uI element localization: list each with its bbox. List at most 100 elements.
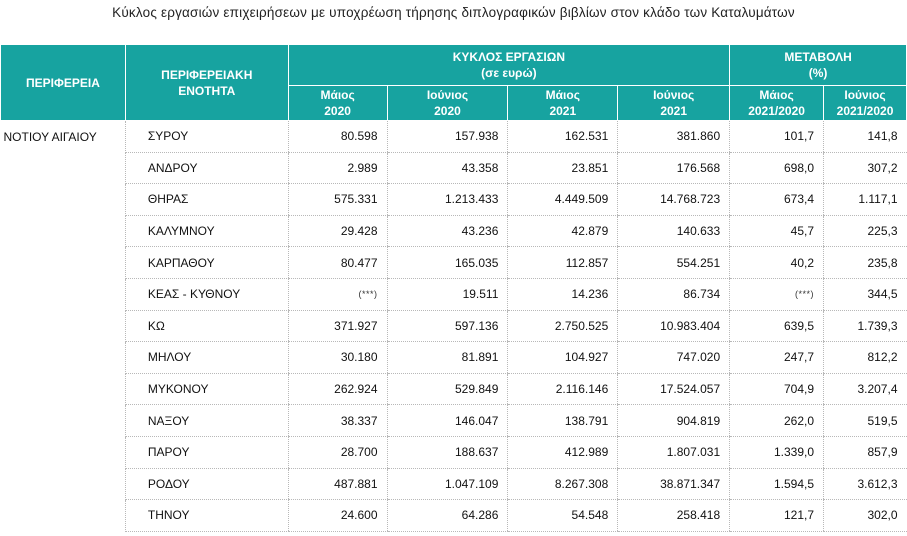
value-cell: 857,9: [823, 436, 907, 469]
table-row: ΚΑΡΠΑΘΟΥ 80.477 165.035 112.857 554.251 40,2 2…: [1, 246, 907, 279]
unit-cell: ΚΑΛΥΜΝΟΥ: [124, 215, 289, 248]
region-cell: [1, 278, 126, 310]
value-cell: 2.750.525: [507, 310, 618, 343]
value-cell: 38.337: [287, 404, 388, 437]
value-cell: 225,3: [823, 215, 907, 248]
value-cell: 639,5: [729, 310, 824, 343]
table-row: ΤΗΝΟΥ 24.600 64.286 54.548 258.418 121,7 302,0: [1, 499, 907, 532]
value-cell: 302,0: [823, 499, 907, 532]
subheader-month: Ιούνιος: [844, 88, 886, 102]
table-row: ΡΟΔΟΥ 487.881 1.047.109 8.267.308 38.871.347…: [1, 468, 907, 501]
unit-cell: ΚΩ: [124, 310, 289, 343]
subheader-june-2020: Ιούνιος 2020: [386, 85, 509, 121]
unit-cell: ΘΗΡΑΣ: [124, 183, 289, 216]
unit-cell: ΣΥΡΟΥ: [124, 120, 289, 153]
value-cell: 529.849: [386, 373, 508, 406]
value-cell: 64.286: [386, 499, 508, 532]
value-cell: 1.339,0: [729, 436, 824, 469]
value-cell: 904.819: [617, 404, 730, 437]
table-body: ΝΟΤΙΟΥ ΑΙΓΑΙΟΥ ΣΥΡΟΥ 80.598 157.938 162.531 3…: [1, 120, 907, 532]
table-row: ΚΑΛΥΜΝΟΥ 29.428 43.236 42.879 140.633 45,7 225…: [1, 215, 907, 248]
table-row: ΜΗΛΟΥ 30.180 81.891 104.927 747.020 247,7 812,…: [1, 341, 907, 374]
value-cell: 38.871.347: [617, 468, 730, 501]
value-cell: 1.594,5: [729, 468, 824, 501]
value-cell: 86.734: [617, 278, 730, 311]
header-change-line2: (%): [808, 66, 828, 80]
region-cell: [1, 373, 126, 405]
value-cell: 121,7: [729, 499, 824, 532]
subheader-year: 2021: [549, 104, 577, 118]
value-cell: 519,5: [823, 404, 907, 437]
table-row: ΠΑΡΟΥ 28.700 188.637 412.989 1.807.031 1.339,…: [1, 436, 907, 469]
value-cell: 262,0: [729, 404, 824, 437]
turnover-table: ΠΕΡΙΦΕΡΕΙΑ ΠΕΡΙΦΕΡΕΙΑΚΗ ΕΝΟΤΗΤΑ ΚΥΚΛΟΣ Ε…: [0, 44, 907, 532]
value-cell: 371.927: [287, 310, 388, 343]
value-cell: 42.879: [507, 215, 618, 248]
subheader-may-change: Μάιος 2021/2020: [729, 85, 825, 121]
region-cell: [1, 215, 126, 247]
value-cell: 146.047: [386, 404, 508, 437]
value-cell: 140.633: [617, 215, 730, 248]
subheader-month: Μάιος: [545, 88, 580, 102]
subheader-year: 2021/2020: [836, 104, 894, 118]
value-cell: 4.449.509: [507, 183, 618, 216]
region-cell: [1, 247, 126, 279]
value-cell: 8.267.308: [507, 468, 618, 501]
unit-cell: ΚΑΡΠΑΘΟΥ: [124, 246, 289, 279]
value-cell: 704,9: [729, 373, 824, 406]
subheader-may-2020: Μάιος 2020: [287, 85, 388, 121]
unit-cell: ΝΑΞΟΥ: [124, 404, 289, 437]
value-cell: 23.851: [507, 152, 618, 185]
value-cell: 19.511: [386, 278, 508, 311]
table-row: ΝΟΤΙΟΥ ΑΙΓΑΙΟΥ ΣΥΡΟΥ 80.598 157.938 162.531 3…: [1, 120, 907, 153]
value-cell: 3.207,4: [823, 373, 907, 406]
value-cell: 812,2: [823, 341, 907, 374]
value-cell: 24.600: [287, 499, 388, 532]
header-unit: ΠΕΡΙΦΕΡΕΙΑΚΗ ΕΝΟΤΗΤΑ: [124, 44, 289, 121]
value-cell: 597.136: [386, 310, 508, 343]
unit-cell: ΜΗΛΟΥ: [124, 341, 289, 374]
subheader-may-2021: Μάιος 2021: [507, 85, 619, 121]
value-cell: (***): [287, 278, 388, 311]
value-cell: 1.807.031: [617, 436, 730, 469]
region-cell: [1, 152, 126, 184]
table-row: ΑΝΔΡΟΥ 2.989 43.358 23.851 176.568 698,0 307,2: [1, 152, 907, 185]
value-cell: 80.598: [287, 120, 388, 153]
value-cell: 54.548: [507, 499, 618, 532]
header-unit-line1: ΠΕΡΙΦΕΡΕΙΑΚΗ: [161, 68, 253, 82]
value-cell: 258.418: [617, 499, 730, 532]
value-cell: 3.612,3: [823, 468, 907, 501]
value-cell: 17.524.057: [617, 373, 730, 406]
value-cell: 262.924: [287, 373, 388, 406]
header-turnover-line1: ΚΥΚΛΟΣ ΕΡΓΑΣΙΩΝ: [452, 50, 566, 64]
value-cell: (***): [729, 278, 824, 311]
value-cell: 188.637: [386, 436, 508, 469]
value-cell: 101,7: [729, 120, 824, 153]
header-change-line1: ΜΕΤΑΒΟΛΗ: [784, 50, 852, 64]
region-cell: [1, 436, 126, 468]
value-cell: 673,4: [729, 183, 824, 216]
value-cell: 1.213.433: [386, 183, 508, 216]
table-row: ΚΕΑΣ - ΚΥΘΝΟΥ (***) 19.511 14.236 86.734 (***…: [1, 278, 907, 311]
value-cell: 747.020: [617, 341, 730, 374]
unit-cell: ΤΗΝΟΥ: [124, 499, 289, 532]
value-cell: 80.477: [287, 246, 388, 279]
value-cell: 176.568: [617, 152, 730, 185]
region-cell: [1, 500, 126, 532]
unit-cell: ΚΕΑΣ - ΚΥΘΝΟΥ: [124, 278, 289, 311]
unit-cell: ΡΟΔΟΥ: [124, 468, 289, 501]
value-cell: 157.938: [386, 120, 508, 153]
value-cell: 10.983.404: [617, 310, 730, 343]
value-cell: 30.180: [287, 341, 388, 374]
unit-cell: ΠΑΡΟΥ: [124, 436, 289, 469]
value-cell: 29.428: [287, 215, 388, 248]
subheader-june-2021: Ιούνιος 2021: [617, 85, 731, 121]
subheader-month: Ιούνιος: [426, 88, 469, 102]
subheader-year: 2021/2020: [748, 104, 805, 118]
value-cell: 381.860: [617, 120, 730, 153]
region-cell: [1, 405, 126, 437]
value-cell: 554.251: [617, 246, 730, 279]
subheader-month: Ιούνιος: [653, 88, 695, 102]
value-cell: 43.236: [386, 215, 508, 248]
header-region: ΠΕΡΙΦΕΡΕΙΑ: [0, 44, 126, 121]
